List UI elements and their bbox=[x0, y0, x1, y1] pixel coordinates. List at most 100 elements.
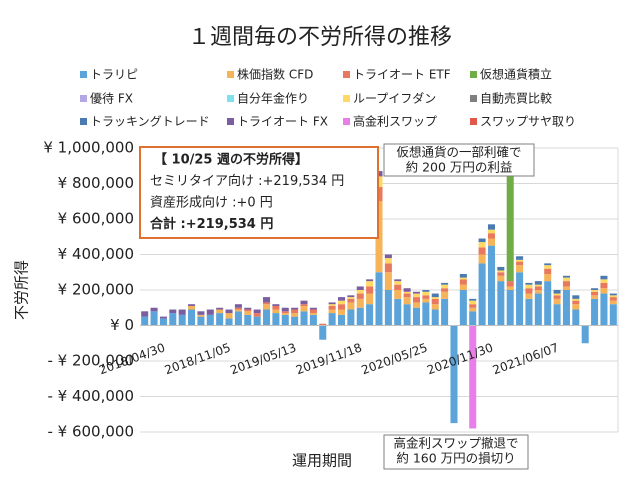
bar-segment bbox=[225, 309, 233, 314]
bar-segment bbox=[412, 297, 421, 303]
y-axis-label: 不労所得 bbox=[13, 260, 31, 320]
bar-segment bbox=[150, 307, 158, 312]
bar-segment bbox=[291, 309, 299, 314]
bar-segment bbox=[600, 282, 608, 289]
bar-segment bbox=[469, 300, 477, 305]
legend-swatch bbox=[227, 71, 234, 78]
bar-segment bbox=[197, 314, 205, 317]
info-box bbox=[139, 146, 379, 239]
y-tick-label: ¥ 1,000,000 bbox=[43, 139, 134, 157]
bar-segment bbox=[534, 286, 542, 290]
bar-segment bbox=[356, 286, 364, 290]
bar-segment bbox=[487, 233, 495, 239]
bar-segment bbox=[159, 318, 167, 326]
y-tick-label: ¥ 400,000 bbox=[58, 245, 134, 263]
bar-segment bbox=[562, 286, 570, 290]
bar-segment bbox=[263, 302, 271, 305]
bar-segment bbox=[403, 293, 411, 298]
bar-segment bbox=[309, 307, 317, 310]
legend-swatch bbox=[343, 118, 350, 125]
legend-swatch bbox=[470, 71, 477, 78]
bar-segment bbox=[234, 311, 242, 326]
callout-text: 約 200 万円の利益 bbox=[406, 160, 513, 175]
bar-segment bbox=[328, 305, 336, 310]
bar-segment bbox=[178, 314, 186, 326]
y-tick-label: - ¥ 200,000 bbox=[47, 352, 134, 370]
bar-segment bbox=[281, 307, 289, 312]
bar-segment bbox=[441, 288, 449, 292]
bar-segment bbox=[150, 311, 158, 326]
bar-segment bbox=[422, 298, 430, 303]
bar-segment bbox=[394, 298, 402, 326]
legend-label: トラッキングトレード bbox=[90, 115, 210, 129]
bar-segment bbox=[347, 298, 355, 303]
bar-segment bbox=[394, 284, 402, 290]
bar-segment bbox=[591, 290, 599, 292]
bar-segment bbox=[272, 305, 280, 310]
bar-segment bbox=[469, 325, 477, 429]
bar-segment bbox=[300, 300, 308, 305]
bar-segment bbox=[159, 316, 167, 319]
y-tick-label: ¥ 600,000 bbox=[58, 210, 134, 228]
legend-swatch bbox=[80, 118, 87, 125]
y-tick-label: - ¥ 400,000 bbox=[47, 387, 134, 405]
bar-segment bbox=[244, 307, 252, 310]
bar-segment bbox=[506, 281, 514, 287]
bar-segment bbox=[544, 281, 552, 326]
bar-segment bbox=[234, 307, 242, 310]
bar-segment bbox=[384, 290, 392, 326]
bar-segment bbox=[562, 277, 570, 282]
bar-segment bbox=[441, 291, 449, 299]
bar-segment bbox=[403, 297, 411, 305]
bar-segment bbox=[141, 316, 149, 326]
bar-segment bbox=[553, 290, 561, 294]
bar-segment bbox=[544, 274, 552, 282]
bar-segment bbox=[309, 313, 317, 315]
bar-segment bbox=[347, 295, 355, 298]
bar-segment bbox=[609, 304, 617, 326]
info-line: 【 10/25 週の不労所得】 bbox=[154, 152, 308, 168]
bar-segment bbox=[609, 297, 617, 301]
bar-segment bbox=[487, 224, 495, 230]
bar-segment bbox=[328, 313, 336, 326]
bar-segment bbox=[412, 293, 421, 298]
bar-segment bbox=[422, 291, 430, 296]
bar-segment bbox=[609, 293, 617, 296]
legend-swatch bbox=[470, 95, 477, 102]
callout-box bbox=[383, 434, 529, 470]
bar-segment bbox=[591, 288, 599, 290]
bar-segment bbox=[197, 311, 205, 315]
bar-segment bbox=[169, 309, 177, 314]
bar-segment bbox=[291, 316, 299, 326]
bar-segment bbox=[291, 307, 299, 310]
bar-segment bbox=[422, 290, 430, 292]
bar-segment bbox=[253, 316, 261, 326]
bar-segment bbox=[375, 272, 383, 326]
bar-segment bbox=[459, 284, 467, 290]
bar-segment bbox=[525, 284, 533, 289]
info-line: 資産形成向け :+0 円 bbox=[150, 195, 273, 211]
bar-segment bbox=[469, 311, 477, 326]
bar-segment bbox=[216, 309, 224, 314]
bar-segment bbox=[591, 298, 599, 326]
bar-segment bbox=[553, 295, 561, 299]
bar-segment bbox=[309, 309, 317, 314]
bar-segment bbox=[366, 281, 374, 287]
bar-segment bbox=[337, 309, 346, 315]
bar-segment bbox=[600, 293, 608, 326]
bar-segment bbox=[234, 304, 242, 308]
bar-segment bbox=[225, 313, 233, 319]
legend-label: スワップサヤ取り bbox=[480, 115, 576, 129]
y-tick-label: - ¥ 600,000 bbox=[47, 423, 134, 441]
bar-segment bbox=[291, 313, 299, 317]
y-tick-label: ¥ 200,000 bbox=[58, 281, 134, 299]
bar-segment bbox=[328, 304, 336, 306]
legend-label: 株価指数 CFD bbox=[237, 67, 313, 82]
bar-segment bbox=[319, 325, 327, 340]
bar-segment bbox=[431, 293, 439, 298]
bar-segment bbox=[506, 156, 514, 282]
bar-segment bbox=[300, 311, 308, 326]
bar-segment bbox=[281, 313, 289, 315]
bar-segment bbox=[441, 284, 449, 289]
